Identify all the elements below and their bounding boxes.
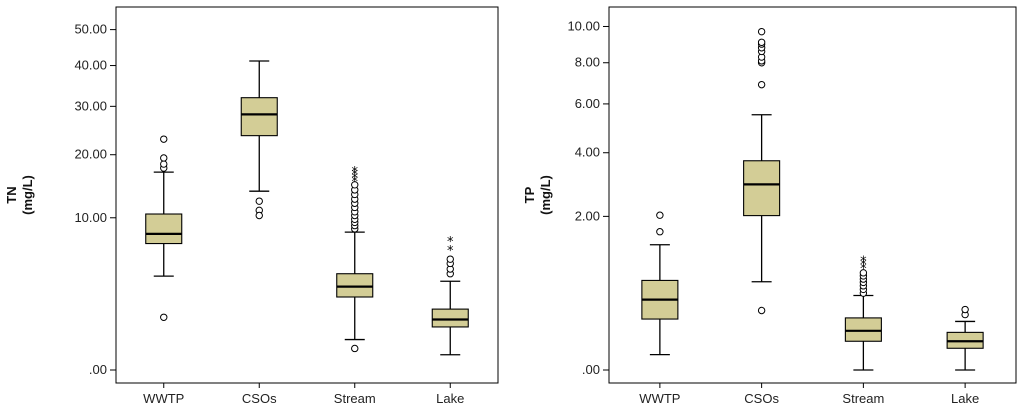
box-lake xyxy=(946,305,984,371)
box-stream: *** xyxy=(844,254,882,371)
box-csos xyxy=(743,27,781,315)
iqr-box xyxy=(240,97,278,137)
outlier-point xyxy=(160,313,168,321)
outlier-point xyxy=(757,306,766,315)
outlier-point xyxy=(160,135,168,143)
y-tick-label: 8.00 xyxy=(575,55,600,70)
outlier-point xyxy=(446,255,454,263)
y-tick-label: 50.00 xyxy=(74,22,107,37)
x-tick-label: CSOs xyxy=(744,391,779,406)
x-tick-label: CSOs xyxy=(242,391,277,406)
iqr-box xyxy=(145,213,183,245)
y-tick-label: 40.00 xyxy=(74,58,107,73)
outlier-point xyxy=(160,154,168,162)
extreme-point: * xyxy=(352,165,359,180)
y-tick-label: 4.00 xyxy=(575,145,600,160)
box-wwtp xyxy=(145,135,183,321)
outlier-point xyxy=(255,211,263,220)
y-tick-label: 10.00 xyxy=(74,210,107,225)
outlier-point xyxy=(255,197,263,205)
x-tick-label: Stream xyxy=(334,391,376,406)
iqr-box xyxy=(336,273,374,298)
outlier-point xyxy=(160,160,168,168)
iqr-box xyxy=(844,317,882,342)
iqr-box xyxy=(743,160,781,217)
y-tick-label: 2.00 xyxy=(575,208,600,223)
outlier-point xyxy=(757,38,766,46)
y-tick-label: 20.00 xyxy=(74,147,107,162)
extreme-point: * xyxy=(447,244,454,259)
tp-y-axis-unit: (mg/L) xyxy=(538,175,553,215)
tp-x-axis: WWTP CSOs Stream Lake xyxy=(639,383,979,406)
tn-boxplot-panel: TN (mg/L) .00 10.00 20.00 30.00 40.00 50.00 *… xyxy=(4,6,499,406)
tp-boxplot-panel: TP (mg/L) .00 2.00 4.00 6.00 8.00 10.00 *** W… xyxy=(522,6,1017,406)
y-tick-label: 6.00 xyxy=(575,96,600,111)
box-wwtp xyxy=(641,211,679,356)
y-tick-label: 30.00 xyxy=(74,98,107,113)
extreme-point: * xyxy=(860,254,867,269)
y-tick-label: 10.00 xyxy=(567,18,600,33)
outlier-point xyxy=(351,344,359,353)
extreme-point: * xyxy=(352,168,359,183)
tn-boxes: ****** xyxy=(145,60,469,356)
box-csos xyxy=(240,60,278,220)
tn-y-axis: .00 10.00 20.00 30.00 40.00 50.00 xyxy=(74,22,116,377)
tp-boxes: *** xyxy=(641,27,984,371)
y-tick-label: .00 xyxy=(89,362,107,377)
extreme-point: * xyxy=(352,171,359,186)
x-tick-label: Stream xyxy=(842,391,884,406)
outlier-point xyxy=(656,228,664,236)
extreme-point: * xyxy=(860,258,867,273)
outlier-point xyxy=(757,27,766,36)
extreme-point: * xyxy=(352,175,359,190)
box-stream: **** xyxy=(336,165,374,353)
iqr-box xyxy=(431,308,469,328)
x-tick-label: WWTP xyxy=(143,391,184,406)
tp-y-axis-label: TP xyxy=(522,186,537,203)
y-tick-label: .00 xyxy=(582,362,600,377)
x-tick-label: Lake xyxy=(951,391,979,406)
extreme-point: * xyxy=(860,262,867,277)
tp-y-axis: .00 2.00 4.00 6.00 8.00 10.00 xyxy=(567,18,609,377)
x-tick-label: WWTP xyxy=(639,391,680,406)
tn-y-axis-label: TN xyxy=(4,186,19,203)
outlier-point xyxy=(757,80,766,89)
x-tick-label: Lake xyxy=(436,391,464,406)
outlier-point xyxy=(656,211,664,219)
outlier-point xyxy=(859,269,868,277)
box-lake: ** xyxy=(431,235,469,356)
tp-plot-frame xyxy=(608,6,1017,384)
outlier-point xyxy=(961,305,969,314)
tn-y-axis-unit: (mg/L) xyxy=(20,175,35,215)
outlier-point xyxy=(351,181,359,189)
extreme-point: * xyxy=(447,235,454,250)
tn-x-axis: WWTP CSOs Stream Lake xyxy=(143,383,464,406)
